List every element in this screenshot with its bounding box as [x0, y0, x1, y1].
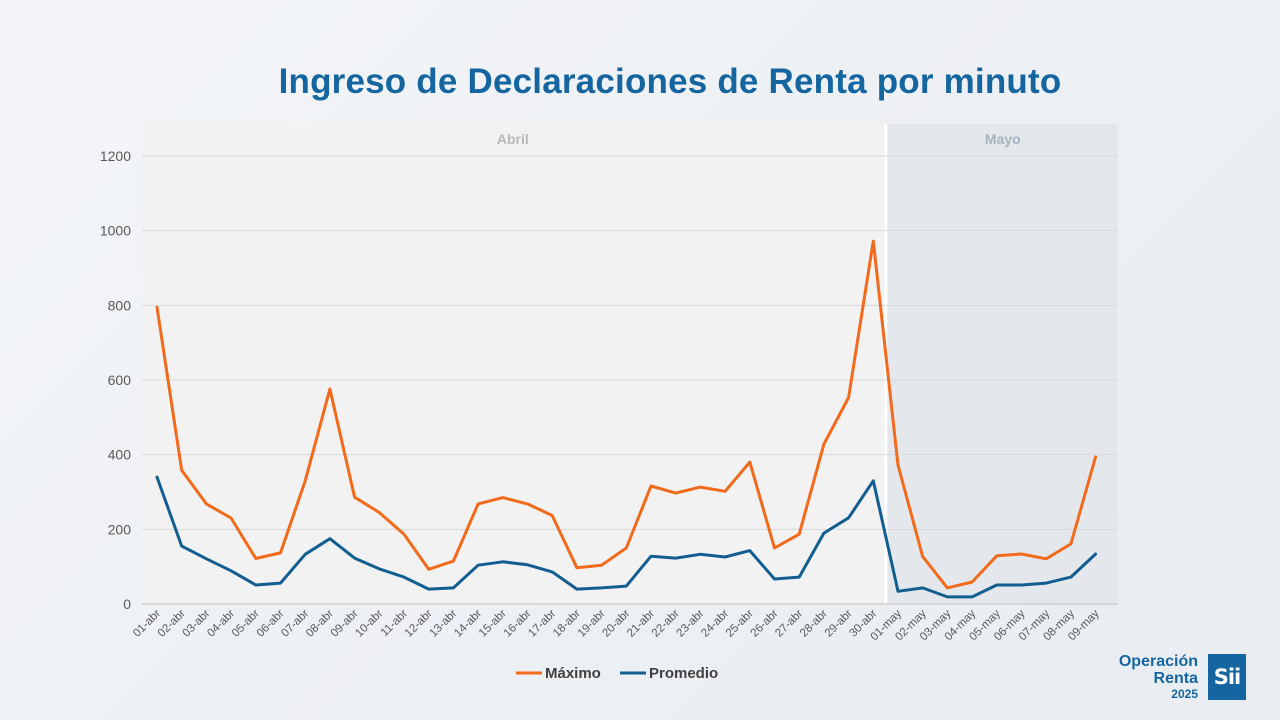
y-tick-label: 0: [123, 596, 131, 612]
legend-label: Máximo: [545, 665, 601, 682]
legend-label: Promedio: [649, 665, 718, 682]
x-tick-label: 10-abr: [353, 608, 385, 640]
brand-text: Operación Renta 2025: [1118, 652, 1198, 701]
series-line-promedio: [155, 475, 1098, 599]
series-line-maximo: [155, 239, 1098, 590]
band-label-abril: Abril: [497, 131, 529, 147]
chart-title: Ingreso de Declaraciones de Renta por mi…: [278, 62, 1062, 101]
brand-logo-block: Operación Renta 2025 Sii: [1119, 650, 1246, 704]
y-tick-label: 400: [108, 447, 132, 463]
band-label-mayo: Mayo: [985, 131, 1021, 147]
y-tick-label: 800: [108, 297, 132, 313]
brand-line2: Renta: [1153, 669, 1198, 687]
band-mayo: [887, 124, 1118, 604]
sii-logo: Sii: [1208, 654, 1246, 700]
brand-year: 2025: [1171, 686, 1198, 701]
brand-line1: Operación: [1118, 652, 1198, 670]
y-tick-label: 600: [108, 372, 132, 388]
y-tick-label: 200: [108, 521, 132, 537]
y-tick-label: 1200: [100, 148, 131, 164]
y-tick-label: 1000: [100, 223, 131, 239]
band-abril: [142, 124, 884, 604]
